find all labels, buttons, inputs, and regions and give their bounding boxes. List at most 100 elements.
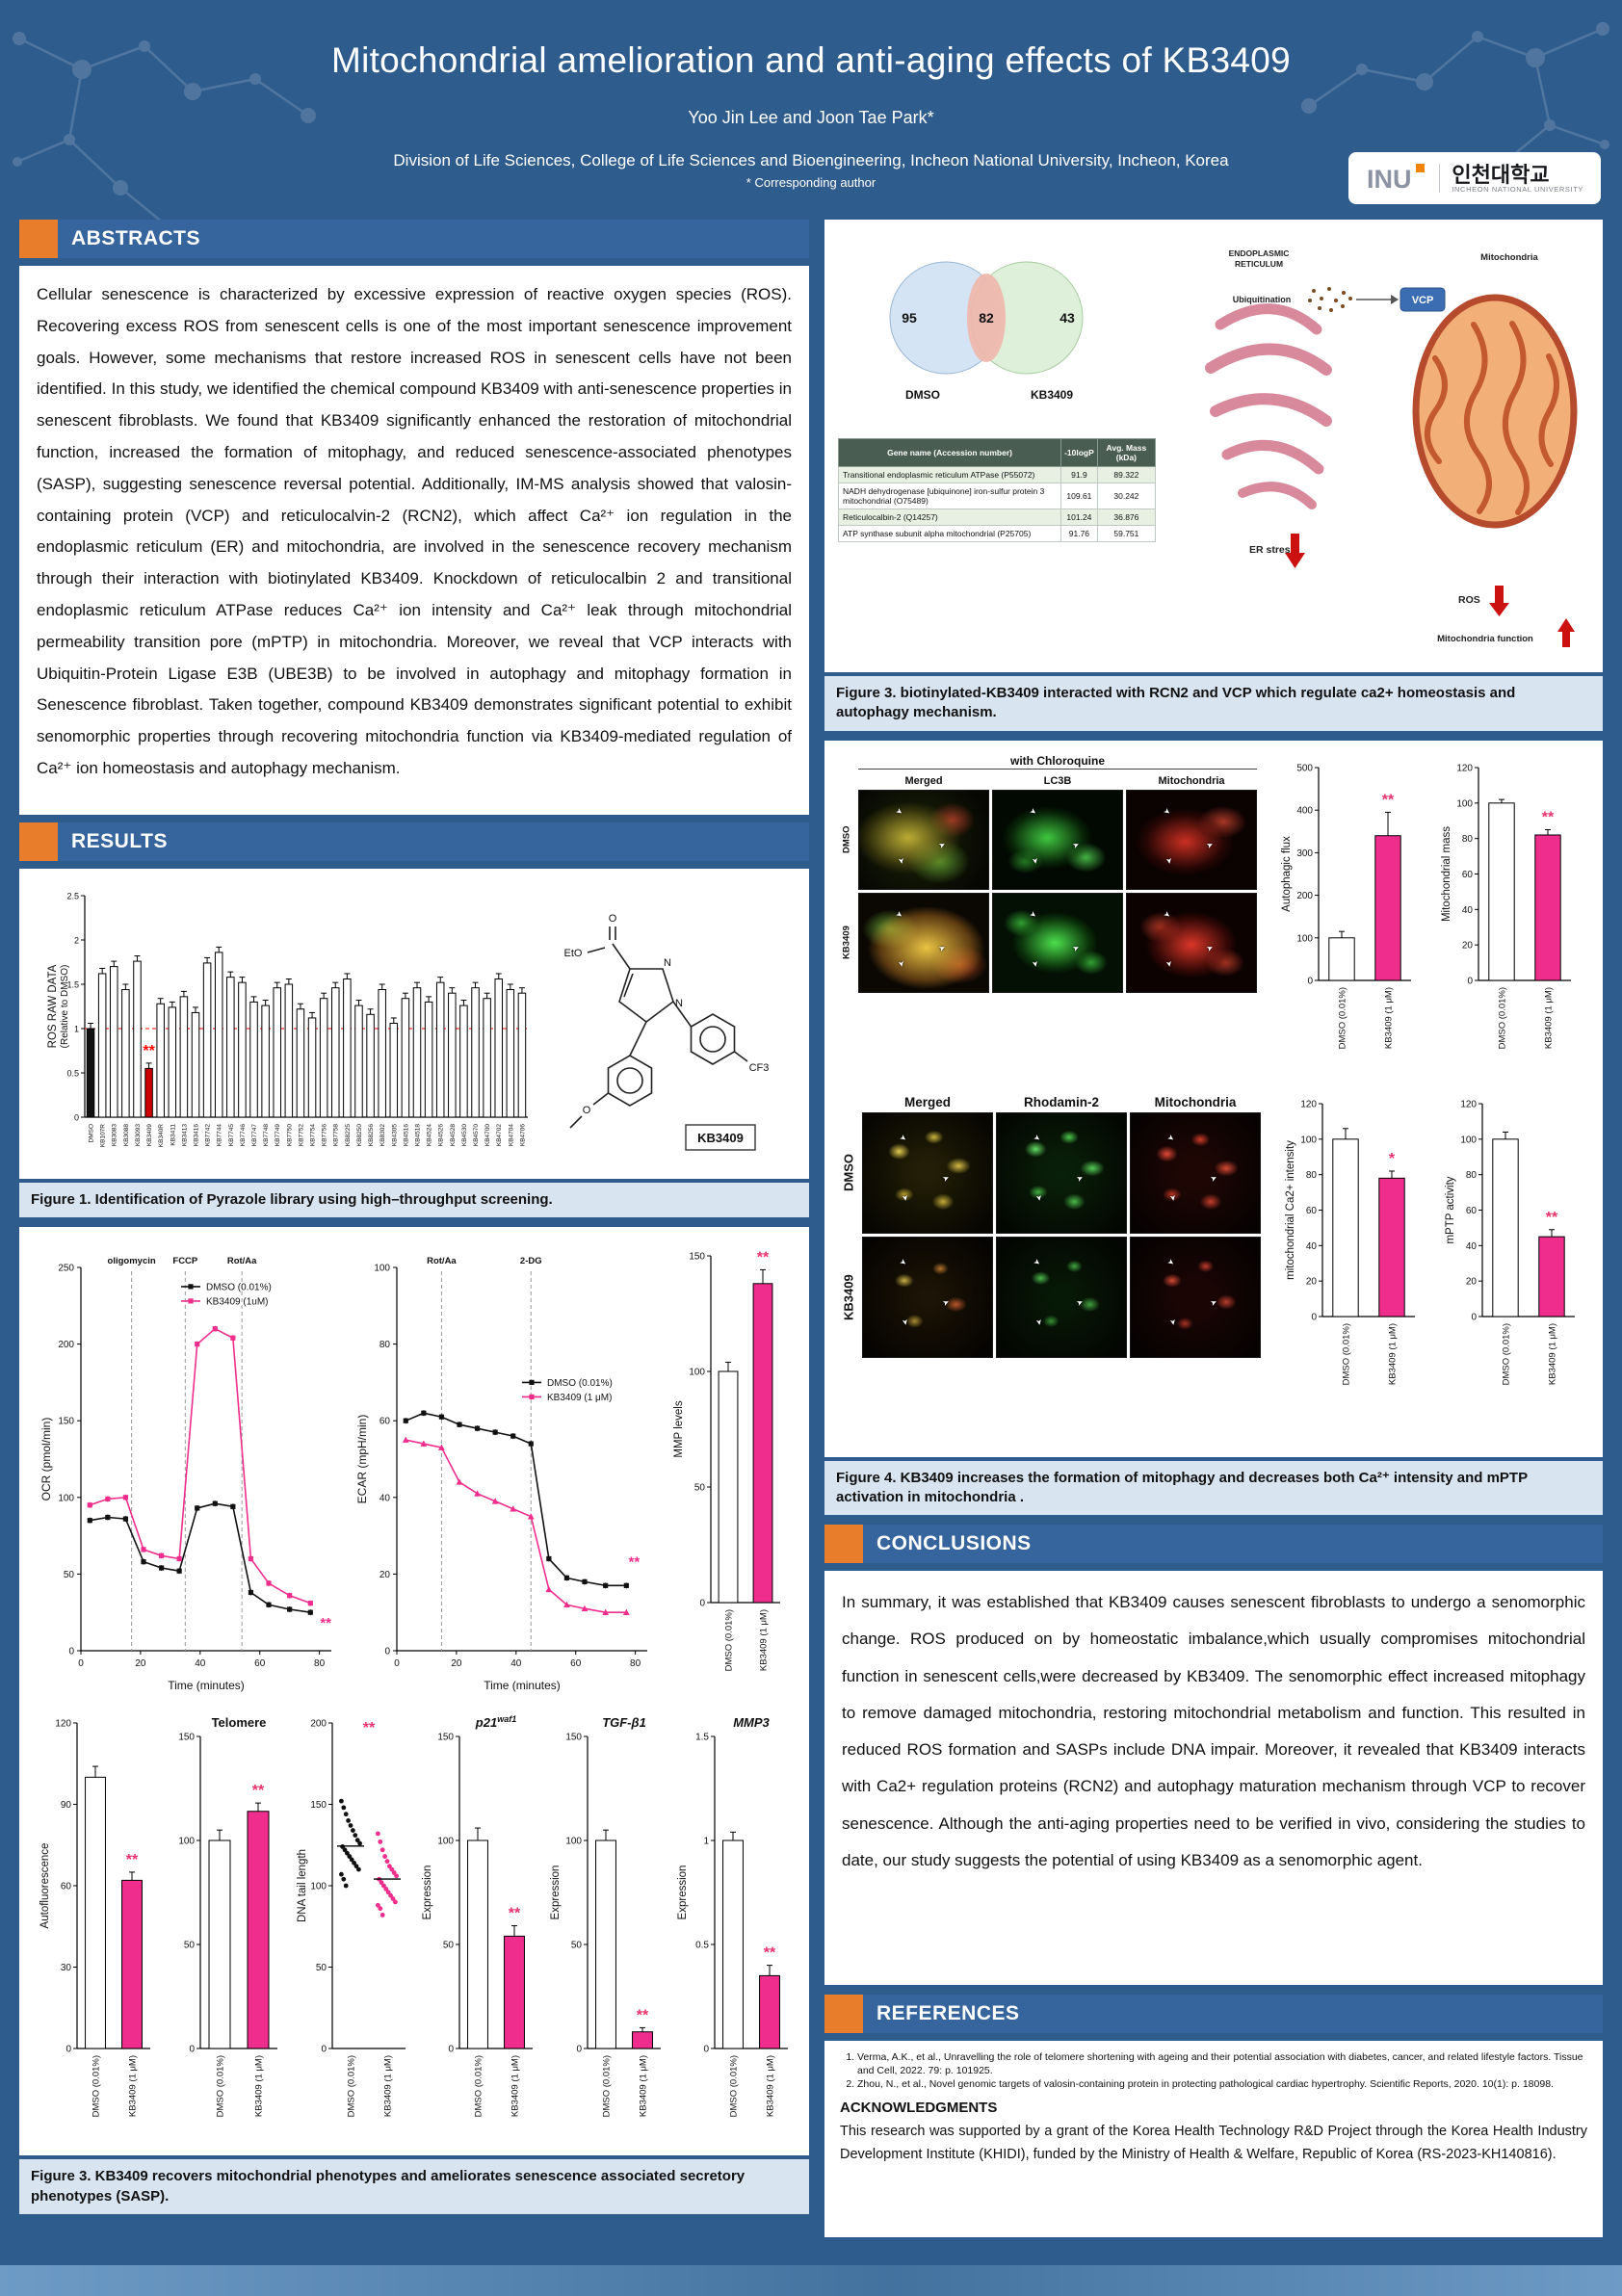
- column-title-lc3b: LC3B: [1043, 774, 1072, 787]
- arrowhead-icon: ➤: [897, 1132, 908, 1144]
- microscopy-image: ➤ ➤ ➤: [992, 789, 1123, 890]
- svg-text:0.5: 0.5: [695, 1941, 709, 1951]
- svg-text:DNA tail length: DNA tail length: [297, 1849, 308, 1922]
- row-label-kb3409: KB3409: [841, 926, 852, 959]
- svg-text:Autofluorescence: Autofluorescence: [39, 1843, 51, 1929]
- poster-header: Mitochondrial amelioration and anti-agin…: [0, 0, 1622, 220]
- svg-text:0: 0: [1467, 976, 1473, 986]
- svg-text:Rot/Aa: Rot/Aa: [427, 1256, 457, 1266]
- pathway-diagram: ENDOPLASMIC RETICULUM Mitochondria: [1205, 248, 1578, 647]
- svg-text:120: 120: [1460, 1099, 1477, 1109]
- mmp-levels-bar-chart: 0 50 100 150 MMP levels DMSO (0.01%) KB3409 (1…: [667, 1242, 786, 1700]
- svg-text:0: 0: [74, 1113, 79, 1123]
- row-label-dmso: DMSO: [841, 1154, 856, 1191]
- svg-text:KB3409 (1 μM): KB3409 (1 μM): [254, 2055, 265, 2117]
- svg-text:Autophagic flux: Autophagic flux: [1281, 835, 1293, 911]
- svg-text:80: 80: [630, 1658, 641, 1669]
- svg-text:100: 100: [437, 1837, 454, 1847]
- svg-text:500: 500: [1296, 763, 1313, 773]
- microscopy-image: ➤ ➤ ➤: [996, 1236, 1127, 1358]
- svg-text:0: 0: [78, 1658, 84, 1669]
- svg-text:40: 40: [510, 1658, 522, 1669]
- structure-label-box: [685, 1124, 756, 1151]
- svg-text:oligomycin: oligomycin: [108, 1256, 156, 1266]
- arrowhead-icon: ➤: [1034, 1318, 1045, 1326]
- orange-square-icon: [824, 1995, 863, 2033]
- arrowhead-icon: ➤: [897, 1256, 908, 1268]
- figure3-left-panel: 0 50 100 150 200 250 0 20 40 60 80 OCR (pmol/min) Ti…: [19, 1227, 809, 2156]
- atom-label-eto: EtO: [564, 948, 583, 959]
- arrowhead-icon: ➤: [897, 959, 907, 968]
- svg-text:100: 100: [310, 1882, 327, 1892]
- inu-logo-mark: INU: [1367, 164, 1426, 194]
- p21-expression-bar-chart: p21waf1 0 50 100 150 Expression DMSO (0.01%) KB…: [417, 1709, 538, 2150]
- endoplasmic-reticulum-shape: [1205, 303, 1332, 509]
- er-label-line2: RETICULUM: [1235, 259, 1283, 269]
- svg-text:Expression: Expression: [550, 1866, 562, 1920]
- inu-logo-letters: INU: [1367, 165, 1412, 194]
- svg-text:150: 150: [179, 1733, 196, 1743]
- abstract-panel: Cellular senescence is characterized by …: [19, 266, 809, 815]
- reference-item: Verma, A.K., et al., Unravelling the rol…: [857, 2050, 1587, 2077]
- microscopy-image: ➤ ➤ ➤: [1126, 789, 1257, 890]
- arrowhead-icon: ➤: [1164, 856, 1175, 865]
- ubiquitin-dots: [1308, 287, 1352, 312]
- svg-text:0: 0: [394, 1658, 400, 1669]
- arrowhead-icon: ➤: [1168, 1193, 1179, 1202]
- svg-text:0: 0: [699, 1599, 705, 1609]
- svg-text:**: **: [363, 1720, 376, 1736]
- svg-text:120: 120: [1300, 1099, 1317, 1109]
- svg-text:1.5: 1.5: [695, 1733, 709, 1743]
- svg-text:150: 150: [565, 1733, 582, 1743]
- figure3-right-caption: Figure 3. biotinylated-KB3409 interacted…: [824, 676, 1603, 731]
- ecar-line-chart: 0 20 40 60 80 100 0 20 40 60 80 ECAR (mpH/min) Time …: [351, 1242, 659, 1700]
- down-arrow-icon: [1489, 586, 1509, 616]
- svg-text:250: 250: [58, 1264, 74, 1274]
- svg-text:ROS RAW DATA: ROS RAW DATA: [47, 964, 59, 1048]
- svg-text:80: 80: [314, 1658, 326, 1669]
- section-title-references: REFERENCES: [863, 1995, 1603, 2033]
- svg-text:KB107R: KB107R: [100, 1124, 107, 1148]
- svg-text:KB3409 (1 μM): KB3409 (1 μM): [766, 2055, 776, 2117]
- svg-text:20: 20: [451, 1658, 462, 1669]
- orange-square-icon: [19, 220, 58, 258]
- svg-text:2-DG: 2-DG: [520, 1256, 542, 1266]
- ros-label: ROS: [1458, 594, 1480, 606]
- figure1-panel: 0 0.5 1 1.5 2 2.5 ROS RAW DATA (Relative to DMS…: [19, 869, 809, 1179]
- autophagic-flux-bar-chart: 0 100 200 300 400 500 Autophagic flux DMSO (0.0…: [1272, 754, 1417, 1077]
- arrowhead-icon: ➤: [1034, 1193, 1045, 1202]
- arrowhead-icon: ➤: [897, 856, 907, 865]
- svg-text:20: 20: [135, 1658, 146, 1669]
- proteomics-table: Gene name (Accession number) -10logP Avg. …: [837, 438, 1157, 542]
- svg-text:KB4570: KB4570: [473, 1124, 480, 1147]
- svg-text:40: 40: [1462, 904, 1474, 915]
- arrowhead-icon: ➤: [1075, 1297, 1086, 1309]
- svg-text:150: 150: [689, 1252, 705, 1263]
- row-label-dmso: DMSO: [841, 825, 852, 853]
- figure4-panel: with Chloroquine Merged LC3B Mitochondri…: [824, 740, 1603, 1457]
- svg-text:0: 0: [384, 1647, 390, 1657]
- vcp-label: VCP: [1412, 295, 1434, 306]
- svg-text:50: 50: [570, 1941, 582, 1951]
- svg-text:KB8302: KB8302: [379, 1124, 386, 1147]
- university-name-korean-text: 인천대학교: [1452, 162, 1550, 187]
- microscopy-image: ➤ ➤ ➤: [1126, 892, 1257, 993]
- svg-text:Telomere: Telomere: [212, 1715, 267, 1730]
- svg-text:KB3409 (1 μM): KB3409 (1 μM): [1384, 987, 1395, 1049]
- svg-text:**: **: [757, 1250, 770, 1266]
- svg-text:2: 2: [74, 936, 79, 946]
- svg-text:KB4700: KB4700: [484, 1124, 491, 1147]
- svg-text:KB3409 (1uM): KB3409 (1uM): [206, 1297, 268, 1308]
- svg-text:KB3088: KB3088: [123, 1124, 130, 1147]
- svg-text:**: **: [252, 1783, 265, 1799]
- svg-text:Rot/Aa: Rot/Aa: [227, 1256, 257, 1266]
- atom-label-n: N: [664, 957, 671, 969]
- svg-text:30: 30: [61, 1963, 72, 1973]
- svg-text:DMSO (0.01%): DMSO (0.01%): [206, 1283, 272, 1293]
- svg-text:KB3409 (1 μM): KB3409 (1 μM): [547, 1393, 612, 1403]
- arrowhead-icon: ➤: [1209, 1297, 1219, 1309]
- up-arrow-icon: [1557, 618, 1575, 647]
- svg-text:KB3409 (1 μM): KB3409 (1 μM): [128, 2055, 139, 2117]
- section-title-results: RESULTS: [58, 822, 809, 861]
- vcp-box: [1400, 287, 1446, 312]
